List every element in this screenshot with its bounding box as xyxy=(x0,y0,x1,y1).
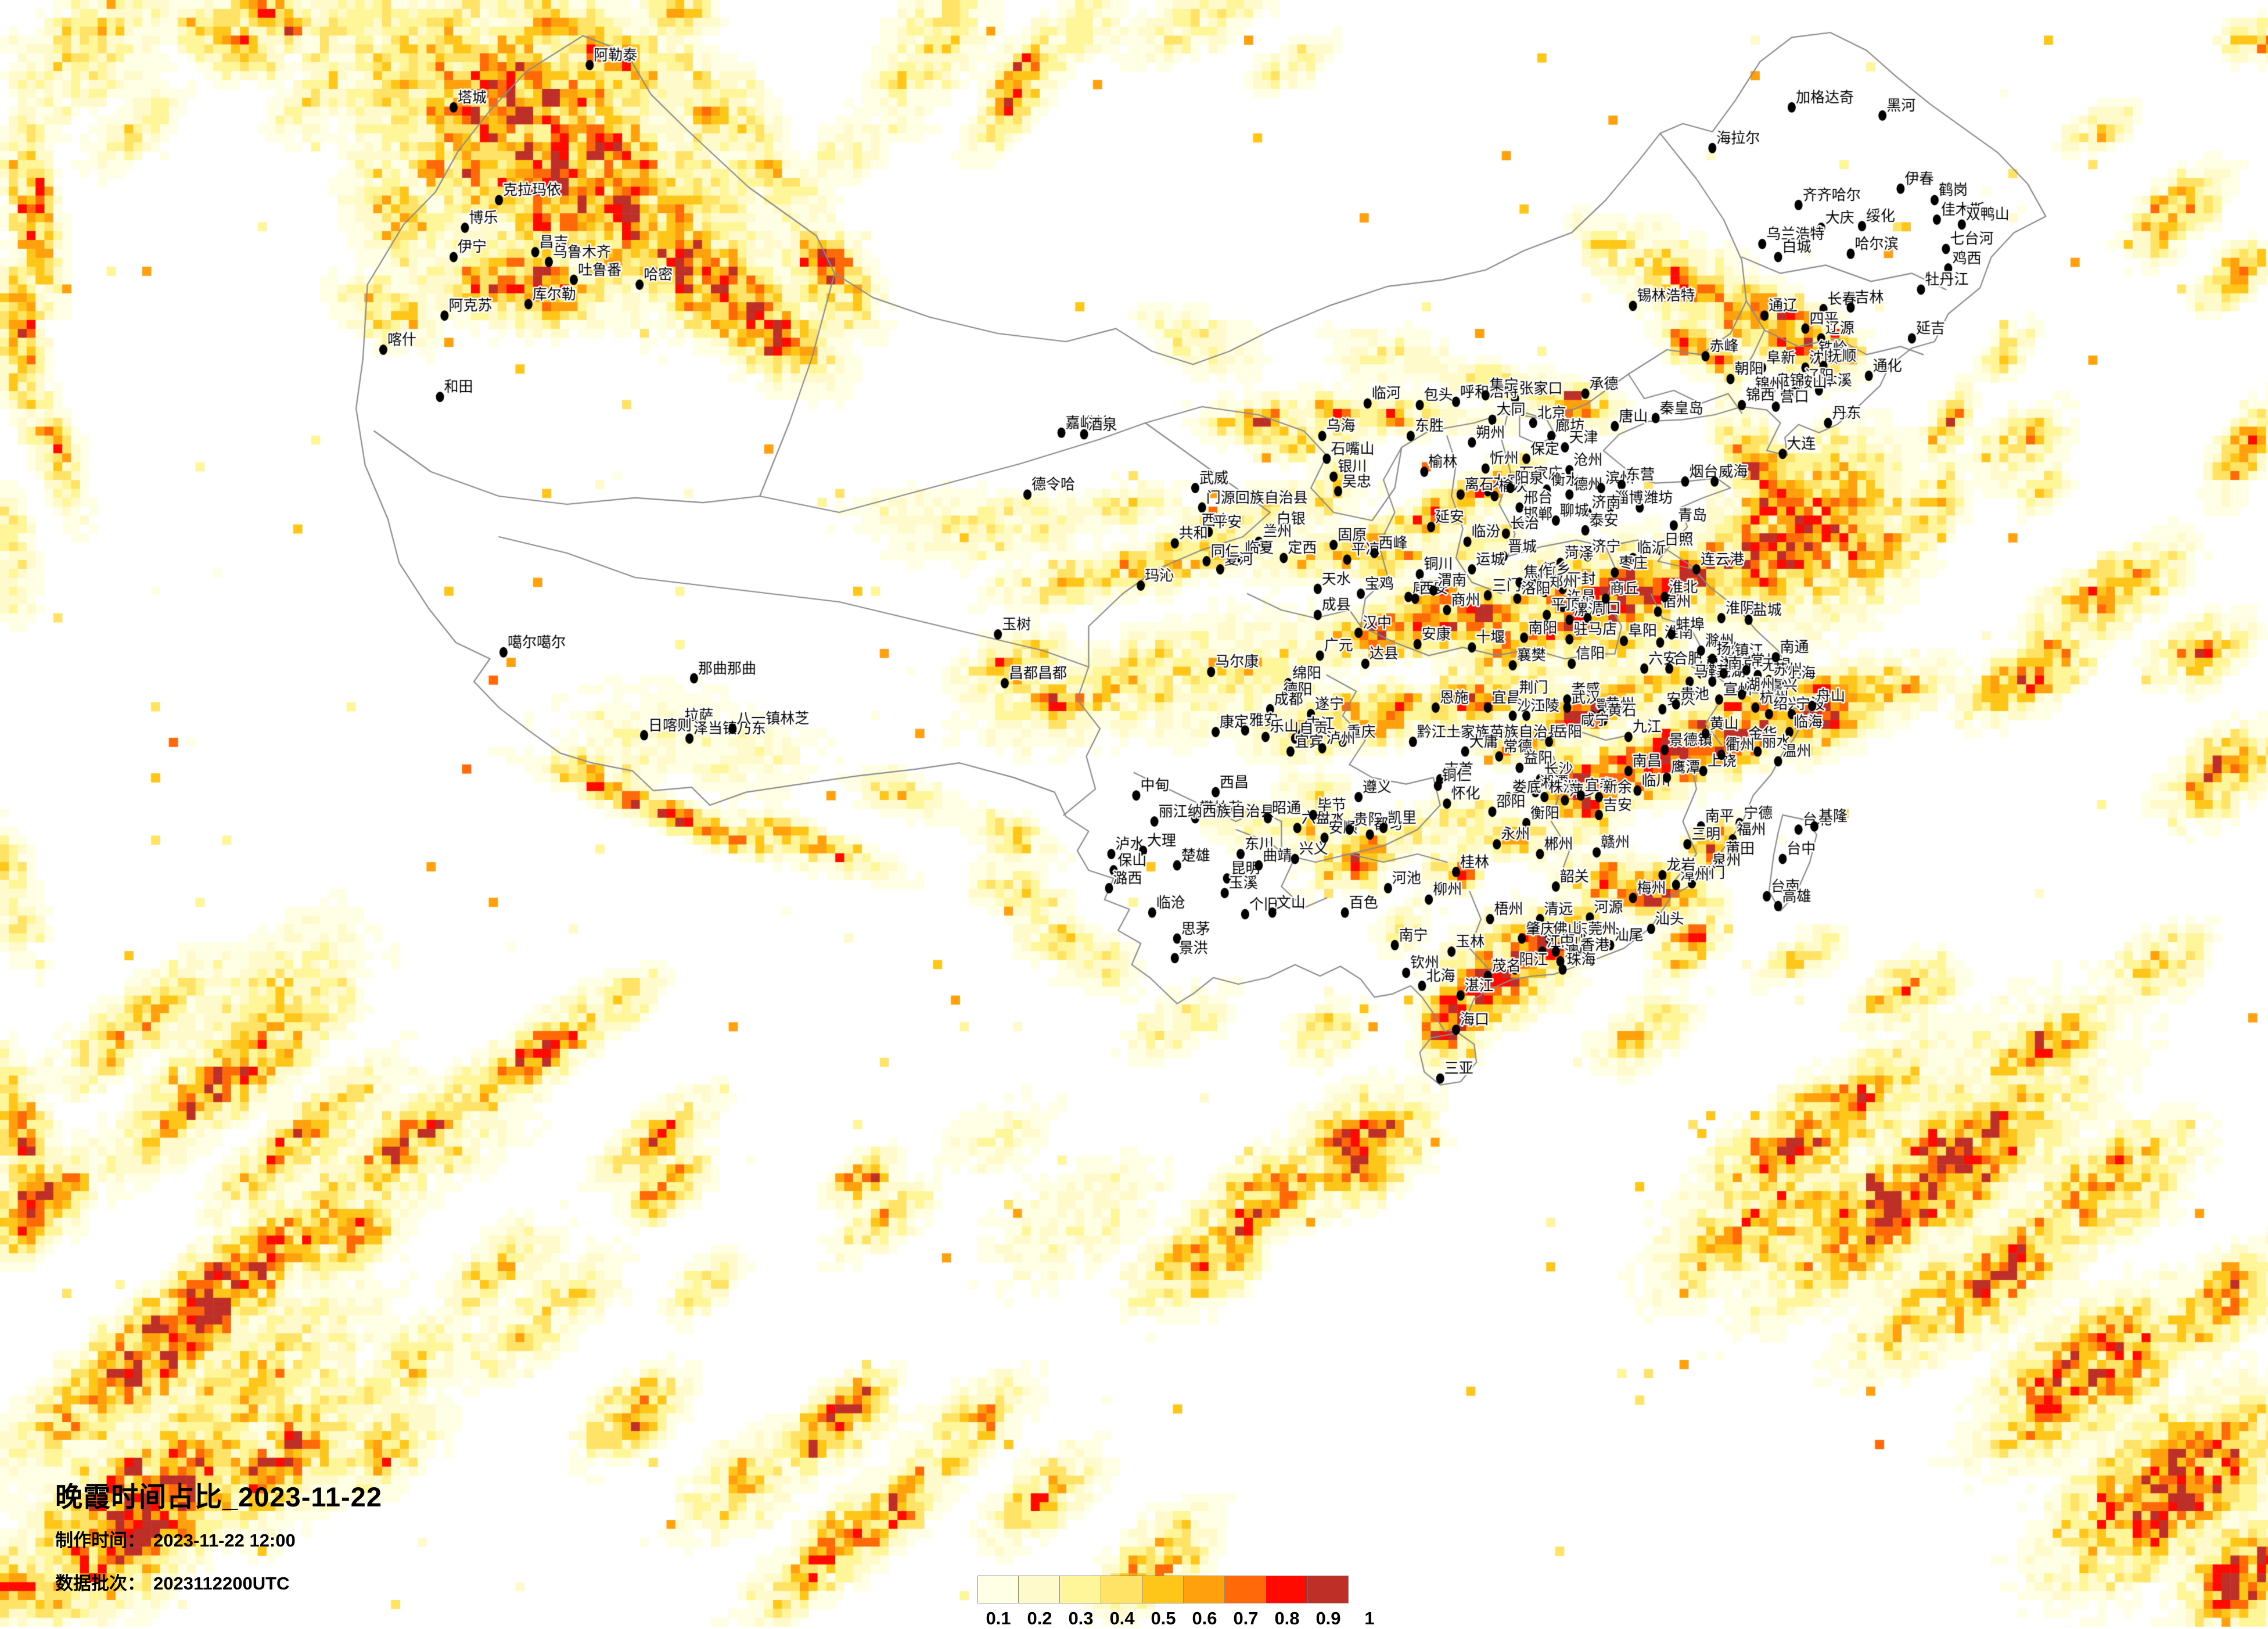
legend-swatch-6 xyxy=(1184,1576,1225,1603)
map-title: 晚霞时间占比_2023-11-22 xyxy=(55,1481,382,1512)
legend-label-0.3: 0.3 xyxy=(1068,1608,1094,1628)
legend-label-0.4: 0.4 xyxy=(1109,1608,1135,1628)
data-batch-label: 数据批次： xyxy=(55,1573,145,1594)
legend-label-0.2: 0.2 xyxy=(1027,1608,1052,1628)
legend-swatch-4 xyxy=(1101,1576,1142,1603)
data-batch-row: 数据批次： 2023112200UTC xyxy=(55,1569,289,1595)
legend-label-0.1: 0.1 xyxy=(986,1608,1011,1628)
legend-swatch-2 xyxy=(1019,1576,1060,1603)
legend-swatch-3 xyxy=(1060,1576,1101,1603)
produce-time-value: 2023-11-22 12:00 xyxy=(153,1530,296,1551)
legend-swatch-1 xyxy=(977,1576,1019,1603)
legend-label-0.7: 0.7 xyxy=(1233,1608,1259,1628)
legend-swatches xyxy=(977,1576,1349,1603)
legend-label-0.8: 0.8 xyxy=(1274,1608,1300,1628)
legend-swatch-8 xyxy=(1266,1576,1307,1603)
legend-swatch-5 xyxy=(1142,1576,1184,1603)
data-batch-value: 2023112200UTC xyxy=(153,1573,290,1594)
produce-time-label: 制作时间： xyxy=(55,1530,145,1551)
legend-swatch-9 xyxy=(1307,1576,1349,1603)
legend-swatch-7 xyxy=(1225,1576,1266,1603)
legend-label-1: 1 xyxy=(1364,1608,1375,1628)
title-block: 晚霞时间占比_2023-11-22 制作时间： 2023-11-22 12:00 … xyxy=(55,1474,382,1594)
legend-labels: 0.1 0.2 0.3 0.4 0.5 0.6 0.7 0.8 0.9 1 xyxy=(977,1603,1374,1628)
legend-label-0.5: 0.5 xyxy=(1151,1608,1176,1628)
produce-time-row: 制作时间： 2023-11-22 12:00 xyxy=(55,1526,296,1552)
legend-label-0.9: 0.9 xyxy=(1315,1608,1341,1628)
color-scale-legend: 0.1 0.2 0.3 0.4 0.5 0.6 0.7 0.8 0.9 1 xyxy=(977,1576,1375,1628)
legend-label-0.6: 0.6 xyxy=(1192,1608,1217,1628)
